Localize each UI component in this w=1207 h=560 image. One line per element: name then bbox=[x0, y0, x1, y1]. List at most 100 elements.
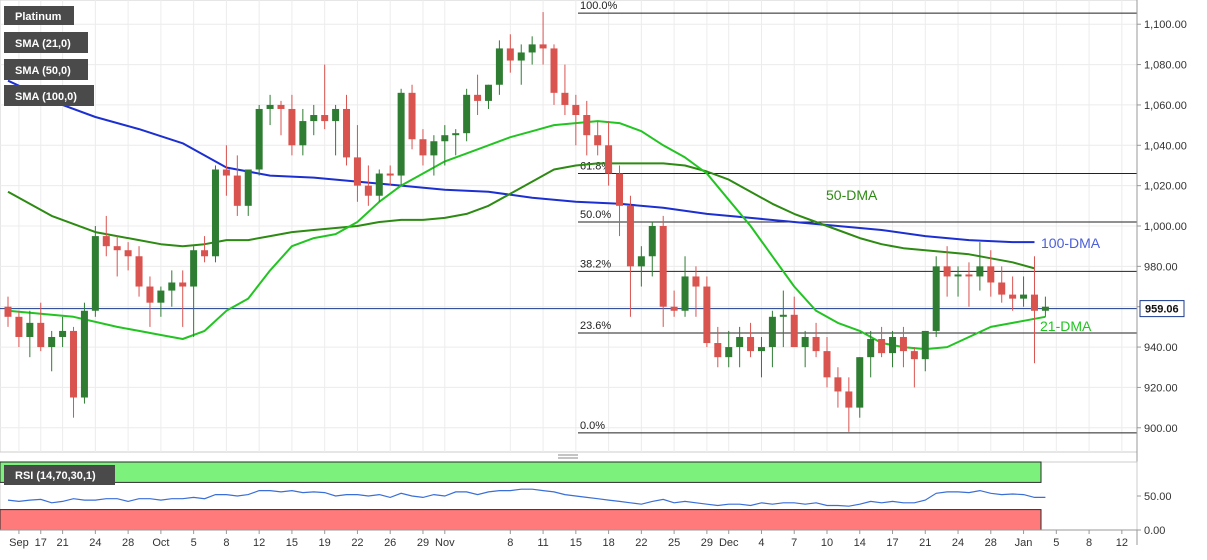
y-tick-label: 1,040.00 bbox=[1144, 140, 1187, 152]
candle bbox=[572, 94, 580, 146]
candle-body bbox=[474, 94, 482, 101]
candle bbox=[779, 290, 787, 348]
candle-body bbox=[26, 322, 34, 337]
candle bbox=[484, 84, 492, 109]
legend-sma21: SMA (21,0) bbox=[4, 32, 88, 53]
candle-body bbox=[1009, 294, 1017, 299]
candle-body bbox=[91, 236, 99, 311]
legend-sma100: SMA (100,0) bbox=[4, 85, 94, 106]
candle-body bbox=[201, 250, 209, 257]
candle-body bbox=[899, 336, 907, 352]
candle-body bbox=[878, 339, 886, 354]
candle-body bbox=[703, 286, 711, 344]
candle bbox=[921, 330, 929, 372]
price-y-axis: 1,100.00 1,080.00 1,060.00 1,040.00 1,020.00… bbox=[1136, 0, 1187, 545]
candle bbox=[201, 236, 209, 263]
candle bbox=[812, 322, 820, 358]
candle-body bbox=[255, 108, 263, 170]
candle-body bbox=[1030, 294, 1038, 311]
candle bbox=[59, 316, 67, 348]
legend-sma50: SMA (50,0) bbox=[4, 59, 88, 80]
x-tick-label: 17 bbox=[886, 537, 898, 549]
y-tick-label: 1,100.00 bbox=[1144, 19, 1187, 31]
candle bbox=[157, 286, 165, 317]
legend-symbol: Platinum bbox=[4, 6, 74, 25]
candle-body bbox=[484, 84, 492, 101]
candle-body bbox=[714, 343, 722, 358]
candle-body bbox=[998, 282, 1006, 295]
candle bbox=[910, 347, 918, 388]
x-tick-label: 15 bbox=[570, 537, 582, 549]
x-tick-label: Nov bbox=[435, 537, 455, 549]
x-tick-label: 25 bbox=[668, 537, 680, 549]
rsi-overbought-zone bbox=[0, 461, 1042, 483]
candle-body bbox=[168, 282, 176, 291]
candle bbox=[70, 326, 78, 418]
candle-body bbox=[747, 336, 755, 352]
candle-body bbox=[80, 310, 88, 398]
y-tick-label: 1,000.00 bbox=[1144, 221, 1187, 233]
x-tick-label: 28 bbox=[985, 537, 997, 549]
candle-body bbox=[408, 92, 416, 140]
candle bbox=[1009, 276, 1017, 311]
candle-body bbox=[124, 250, 132, 257]
x-tick-label: 7 bbox=[791, 537, 797, 549]
candle-body bbox=[987, 266, 995, 283]
candle-body bbox=[801, 336, 809, 348]
candle-body bbox=[779, 314, 787, 317]
candle bbox=[626, 195, 634, 317]
x-tick-label: Sep bbox=[9, 537, 29, 549]
candle-body bbox=[332, 108, 340, 122]
candle bbox=[845, 377, 853, 432]
candle bbox=[310, 104, 318, 136]
panel-resize-handle[interactable] bbox=[558, 454, 578, 459]
candle bbox=[670, 290, 678, 317]
candle bbox=[539, 12, 547, 65]
candle bbox=[211, 165, 219, 263]
candle bbox=[419, 129, 427, 166]
candle-body bbox=[244, 169, 252, 206]
fib-label: 100.0% bbox=[580, 0, 618, 12]
candle-body bbox=[889, 336, 897, 354]
candle bbox=[430, 135, 438, 176]
y-tick-label: 900.00 bbox=[1144, 423, 1178, 435]
y-tick-label: 940.00 bbox=[1144, 342, 1178, 354]
candle bbox=[648, 221, 656, 277]
candle bbox=[386, 165, 394, 186]
candle-body bbox=[648, 226, 656, 257]
candle-body bbox=[616, 173, 624, 206]
candle bbox=[506, 34, 514, 73]
x-tick-label: 4 bbox=[758, 537, 764, 549]
candle bbox=[321, 64, 329, 130]
x-tick-label: 5 bbox=[191, 537, 197, 549]
candle-body bbox=[266, 104, 274, 109]
candle-body bbox=[310, 115, 318, 122]
candle bbox=[637, 246, 645, 287]
x-tick-label: 12 bbox=[1116, 537, 1128, 549]
candle bbox=[561, 64, 569, 116]
candle bbox=[332, 104, 340, 156]
x-tick-label: Oct bbox=[152, 537, 169, 549]
candle bbox=[452, 129, 460, 156]
rsi-line bbox=[7, 488, 1046, 507]
candle-body bbox=[670, 306, 678, 311]
y-tick-label: 980.00 bbox=[1144, 261, 1178, 273]
x-tick-label: 18 bbox=[602, 537, 614, 549]
candle-body bbox=[626, 205, 634, 267]
fib-label: 50.0% bbox=[580, 209, 611, 221]
candle bbox=[179, 270, 187, 327]
candle-body bbox=[190, 250, 198, 287]
candle bbox=[703, 276, 711, 348]
candle bbox=[659, 215, 667, 327]
x-tick-label: 8 bbox=[223, 537, 229, 549]
x-tick-label: 11 bbox=[537, 537, 548, 549]
candle bbox=[233, 155, 241, 216]
x-tick-label: 29 bbox=[701, 537, 713, 549]
x-tick-label: 21 bbox=[919, 537, 931, 549]
candle bbox=[91, 226, 99, 317]
candle bbox=[889, 330, 897, 368]
candle bbox=[528, 36, 536, 65]
candle bbox=[80, 302, 88, 404]
candle-body bbox=[736, 336, 744, 348]
